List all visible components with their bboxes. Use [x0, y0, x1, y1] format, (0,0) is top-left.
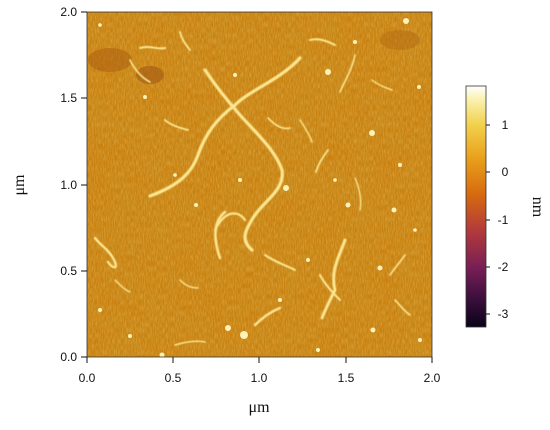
filaments: [93, 31, 411, 346]
colorbar-tick-label: 1: [502, 118, 509, 132]
x-axis-title: μm: [248, 399, 270, 416]
x-tick-label: 1.0: [251, 371, 268, 385]
colorbar-tick-label: 0: [502, 165, 509, 179]
colorbar-tick-label: -3: [498, 307, 509, 321]
y-axis: 2.0 1.5 1.0 0.5 0.0 μm: [11, 5, 87, 364]
colorbar-gradient: [465, 85, 487, 328]
afm-image: [87, 12, 432, 357]
y-tick-label: 2.0: [60, 5, 77, 19]
colorbar: 1 0 -1 -2 -3 nm: [465, 85, 546, 328]
y-tick-label: 0.5: [60, 264, 77, 278]
x-tick-label: 0.5: [165, 371, 182, 385]
y-tick-label: 0.0: [60, 350, 77, 364]
colorbar-tick-label: -2: [498, 260, 509, 274]
particles: [98, 18, 422, 357]
x-tick-label: 2.0: [424, 371, 441, 385]
y-axis-title: μm: [11, 174, 28, 196]
colorbar-unit-label: nm: [529, 197, 546, 218]
y-tick-label: 1.5: [60, 91, 77, 105]
x-axis: 0.0 0.5 1.0 1.5 2.0 μm: [79, 357, 441, 416]
x-tick-label: 1.5: [338, 371, 355, 385]
x-tick-label: 0.0: [79, 371, 96, 385]
y-tick-label: 1.0: [60, 178, 77, 192]
colorbar-tick-label: -1: [498, 213, 509, 227]
